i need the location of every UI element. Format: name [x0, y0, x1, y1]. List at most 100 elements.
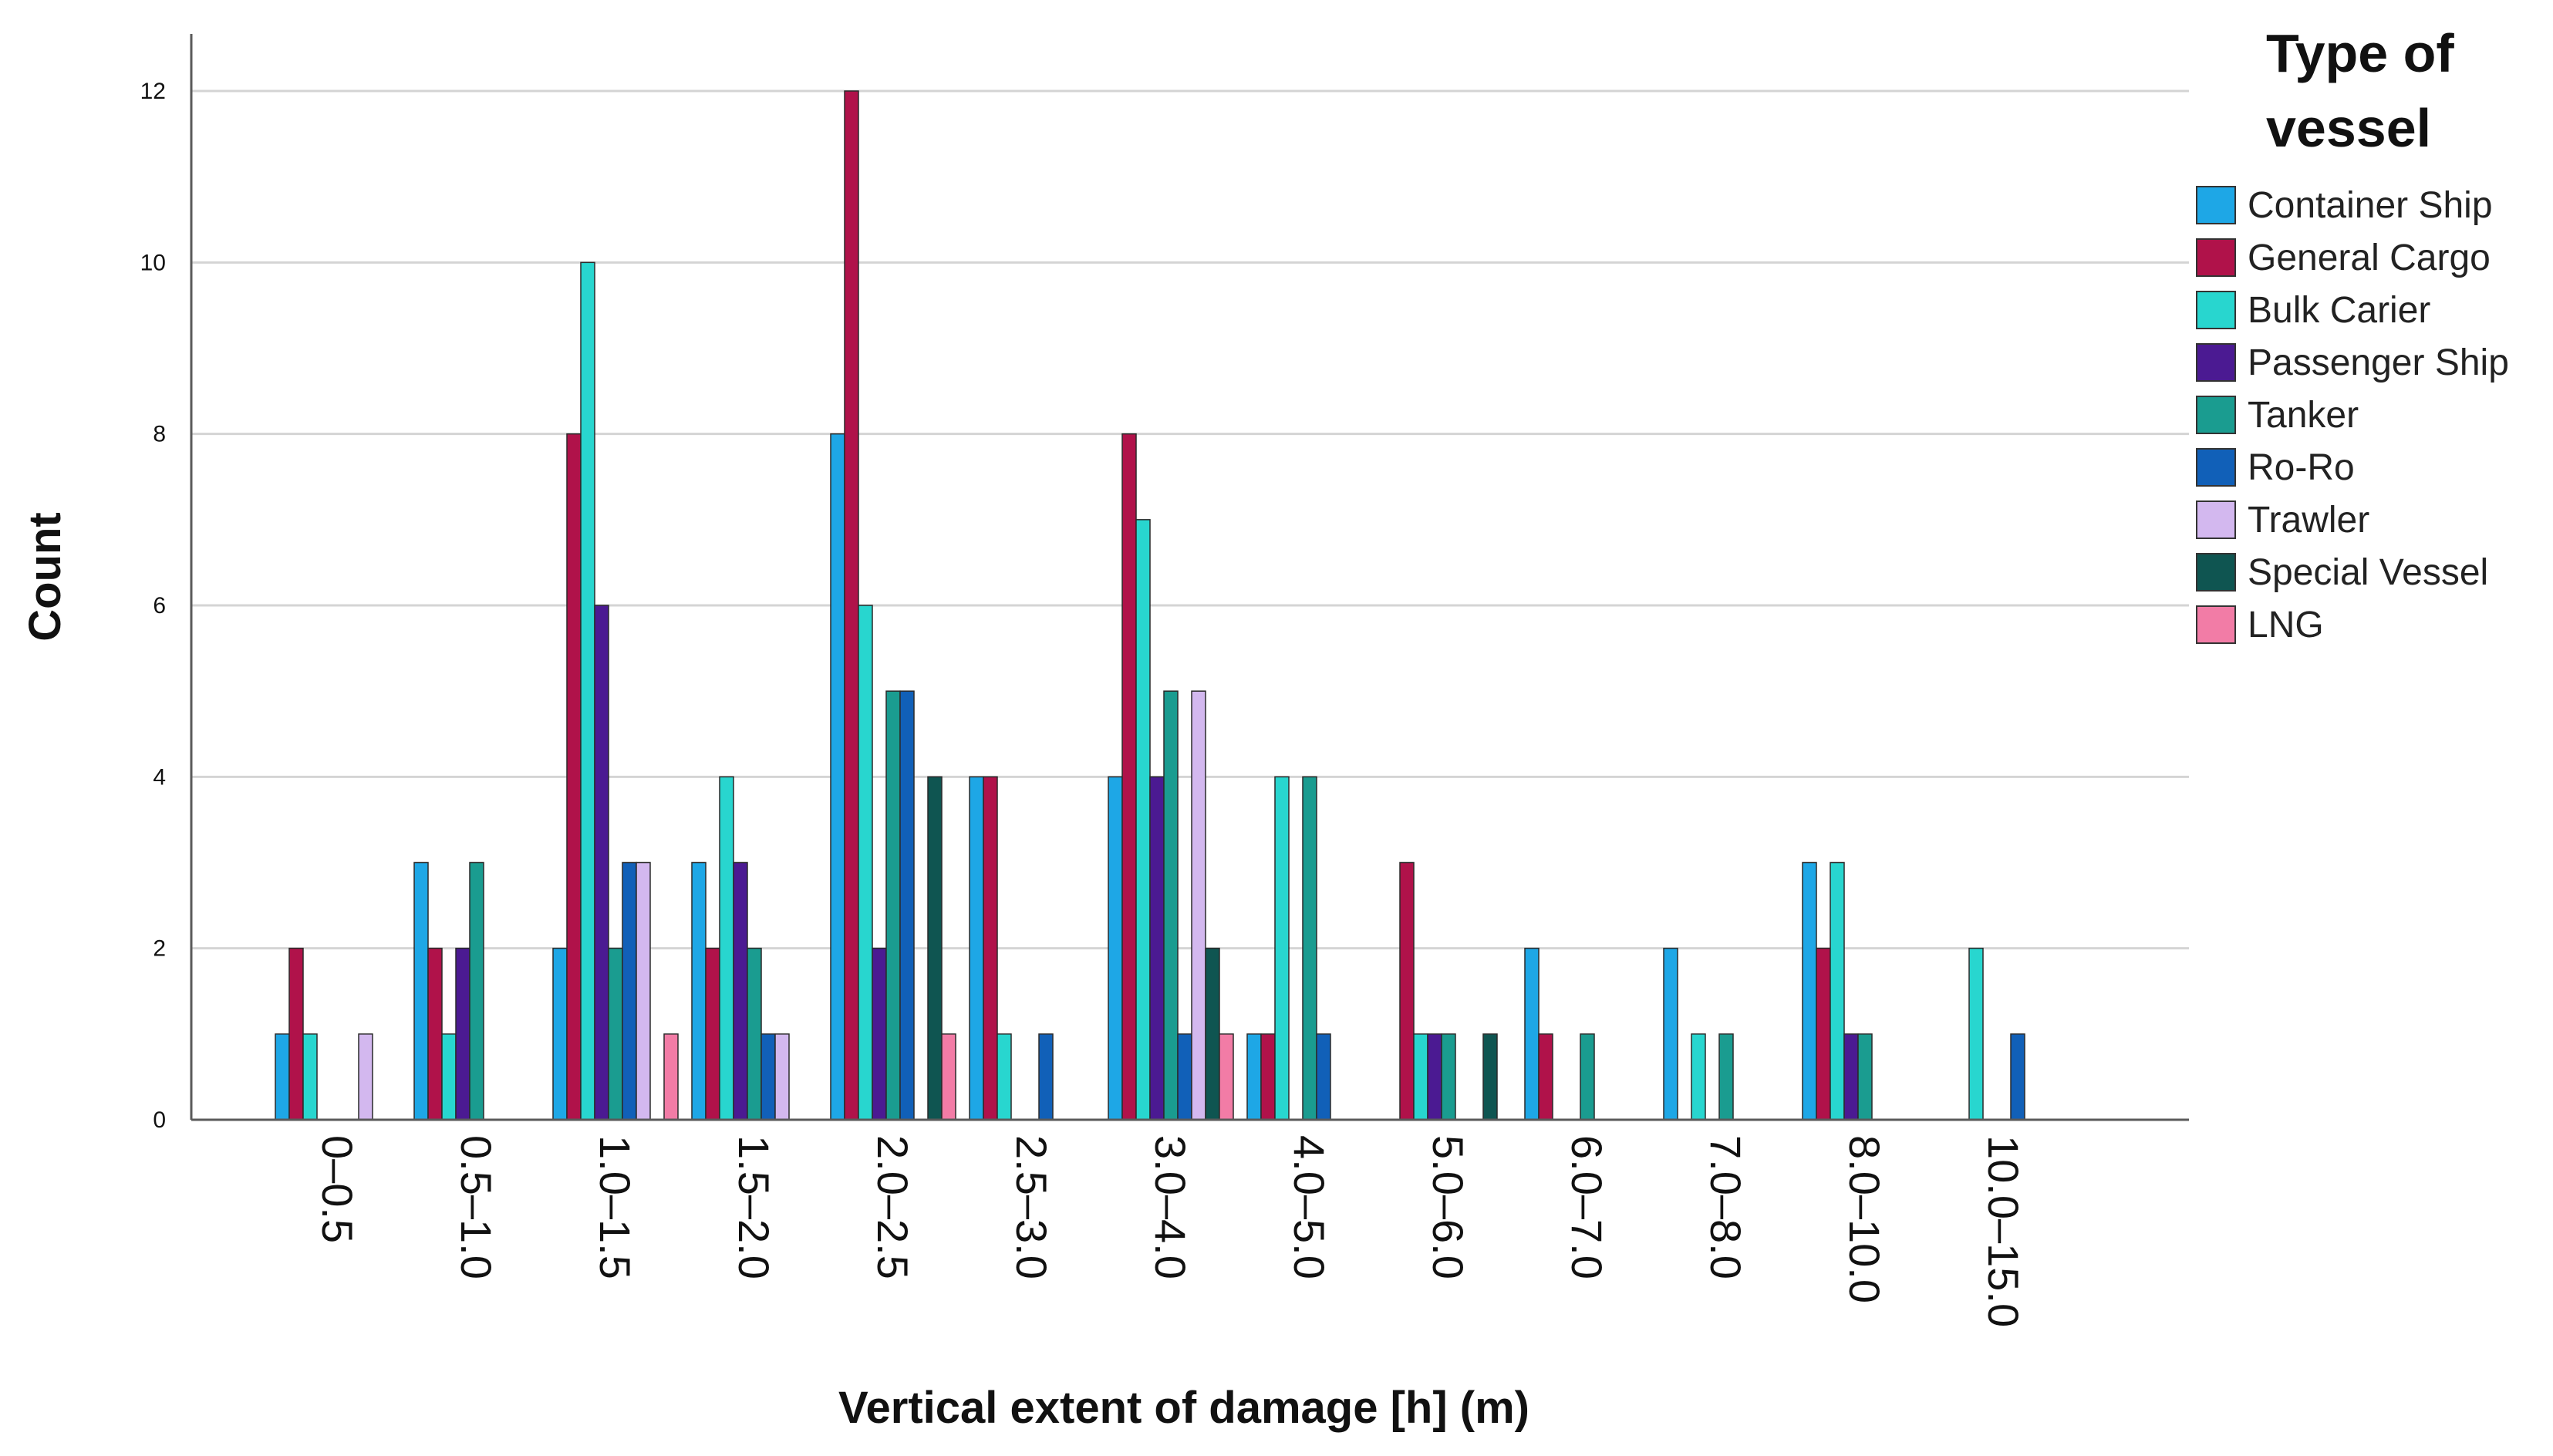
bar-tanker-1 [469, 861, 484, 1121]
bar-trawler-2 [636, 861, 651, 1121]
bar-bulk-carier-7 [1274, 776, 1290, 1121]
legend-label: Bulk Carier [2248, 290, 2430, 331]
legend-swatch [2196, 186, 2236, 224]
y-tick-label: 6 [153, 593, 166, 618]
bar-general-cargo-6 [1121, 433, 1137, 1121]
x-category-label: 7.0–8.0 [1701, 1135, 1750, 1279]
x-category-label: 0.5–1.0 [452, 1135, 501, 1279]
x-category-label: 1.0–1.5 [591, 1135, 639, 1279]
bar-bulk-carier-1 [441, 1033, 457, 1121]
y-tick-label: 0 [153, 1107, 166, 1133]
x-category-label: 1.5–2.0 [730, 1135, 778, 1279]
y-axis-title: Count [20, 512, 70, 642]
axes [190, 34, 2189, 1121]
bar-special-vessel-6 [1205, 947, 1220, 1121]
x-category-label: 0–0.5 [313, 1135, 362, 1243]
bar-special-vessel-4 [927, 776, 943, 1121]
bar-tanker-2 [608, 947, 623, 1121]
bar-container-ship-5 [969, 776, 984, 1121]
bar-bulk-carier-6 [1135, 519, 1151, 1121]
legend-swatch [2196, 396, 2236, 434]
x-category-label: 6.0–7.0 [1563, 1135, 1611, 1279]
bar-lng-4 [941, 1033, 956, 1121]
bar-passenger-ship-8 [1427, 1033, 1442, 1121]
bar-general-cargo-7 [1260, 1033, 1276, 1121]
x-category-label: 4.0–5.0 [1285, 1135, 1334, 1279]
legend-swatch [2196, 605, 2236, 644]
bar-bulk-carier-3 [719, 776, 734, 1121]
legend-label: Special Vessel [2248, 552, 2488, 593]
legend-swatch [2196, 501, 2236, 539]
y-tick-labels: 0 2 4 6 8 10 12 [140, 79, 166, 1133]
bar-tanker-10 [1718, 1033, 1734, 1121]
legend: Type of vessel Container Ship General Car… [2196, 23, 2509, 645]
y-tick-label: 8 [153, 422, 166, 447]
x-category-label: 3.0–4.0 [1146, 1135, 1195, 1279]
bar-passenger-ship-2 [594, 605, 609, 1121]
bar-general-cargo-2 [566, 433, 582, 1121]
bar-passenger-ship-4 [872, 947, 887, 1121]
bar-bulk-carier-2 [580, 261, 595, 1121]
x-category-label: 2.5–3.0 [1007, 1135, 1056, 1279]
bar-lng-6 [1219, 1033, 1234, 1121]
bar-tanker-4 [885, 690, 901, 1121]
bar-ro-ro-12 [2010, 1033, 2025, 1121]
bar-ro-ro-2 [622, 861, 637, 1121]
bar-passenger-ship-1 [455, 947, 470, 1121]
x-category-label: 2.0–2.5 [868, 1135, 917, 1279]
legend-swatch [2196, 291, 2236, 329]
bar-tanker-7 [1302, 776, 1317, 1121]
legend-label: LNG [2248, 605, 2324, 645]
bar-general-cargo-8 [1399, 861, 1415, 1121]
x-category-label: 8.0–10.0 [1840, 1135, 1889, 1303]
bar-general-cargo-4 [844, 90, 859, 1121]
bar-container-ship-6 [1108, 776, 1123, 1121]
bar-general-cargo-5 [983, 776, 998, 1121]
legend-swatch [2196, 238, 2236, 277]
bar-trawler-6 [1191, 690, 1206, 1121]
bar-container-ship-0 [275, 1033, 290, 1121]
bar-general-cargo-3 [705, 947, 720, 1121]
x-axis-title: Vertical extent of damage [h] (m) [838, 1383, 1529, 1433]
gridlines [191, 89, 2189, 950]
bar-general-cargo-1 [427, 947, 443, 1121]
bar-bulk-carier-8 [1413, 1033, 1428, 1121]
bar-tanker-8 [1441, 1033, 1456, 1121]
legend-label: Passenger Ship [2248, 342, 2509, 383]
bar-ro-ro-3 [761, 1033, 776, 1121]
legend-label: General Cargo [2248, 238, 2491, 278]
bar-general-cargo-9 [1538, 1033, 1553, 1121]
bar-container-ship-4 [830, 433, 845, 1121]
bar-container-ship-3 [691, 861, 707, 1121]
bar-bulk-carier-12 [1968, 947, 1984, 1121]
legend-label: Ro-Ro [2248, 447, 2355, 488]
bar-tanker-11 [1857, 1033, 1873, 1121]
bar-tanker-6 [1163, 690, 1179, 1121]
legend-label: Container Ship [2248, 185, 2493, 226]
bar-ro-ro-6 [1177, 1033, 1192, 1121]
bar-container-ship-10 [1663, 947, 1678, 1121]
bar-tanker-3 [747, 947, 762, 1121]
x-category-label: 10.0–15.0 [1979, 1135, 2028, 1327]
bar-general-cargo-0 [288, 947, 304, 1121]
x-category-label: 5.0–6.0 [1424, 1135, 1472, 1279]
bar-ro-ro-7 [1316, 1033, 1331, 1121]
x-category-labels: 0–0.5 0.5–1.0 1.0–1.5 1.5–2.0 2.0–2.5 2.5–3.0… [313, 1135, 2028, 1327]
legend-items: Container Ship General Cargo Bulk Carier Pa… [2196, 185, 2509, 645]
bar-trawler-0 [358, 1033, 373, 1121]
bar-tanker-9 [1580, 1033, 1595, 1121]
legend-title-line-2: vessel [2266, 98, 2431, 158]
bar-special-vessel-8 [1482, 1033, 1498, 1121]
bar-lng-2 [663, 1033, 679, 1121]
legend-swatch [2196, 448, 2236, 487]
bar-container-ship-9 [1524, 947, 1540, 1121]
y-tick-label: 10 [140, 250, 166, 275]
bar-bulk-carier-0 [302, 1033, 318, 1121]
legend-swatch [2196, 553, 2236, 592]
y-tick-label: 2 [153, 936, 166, 962]
legend-label: Trawler [2248, 500, 2369, 541]
bar-container-ship-11 [1802, 861, 1817, 1121]
bar-general-cargo-11 [1816, 947, 1831, 1121]
legend-label: Tanker [2248, 395, 2359, 436]
